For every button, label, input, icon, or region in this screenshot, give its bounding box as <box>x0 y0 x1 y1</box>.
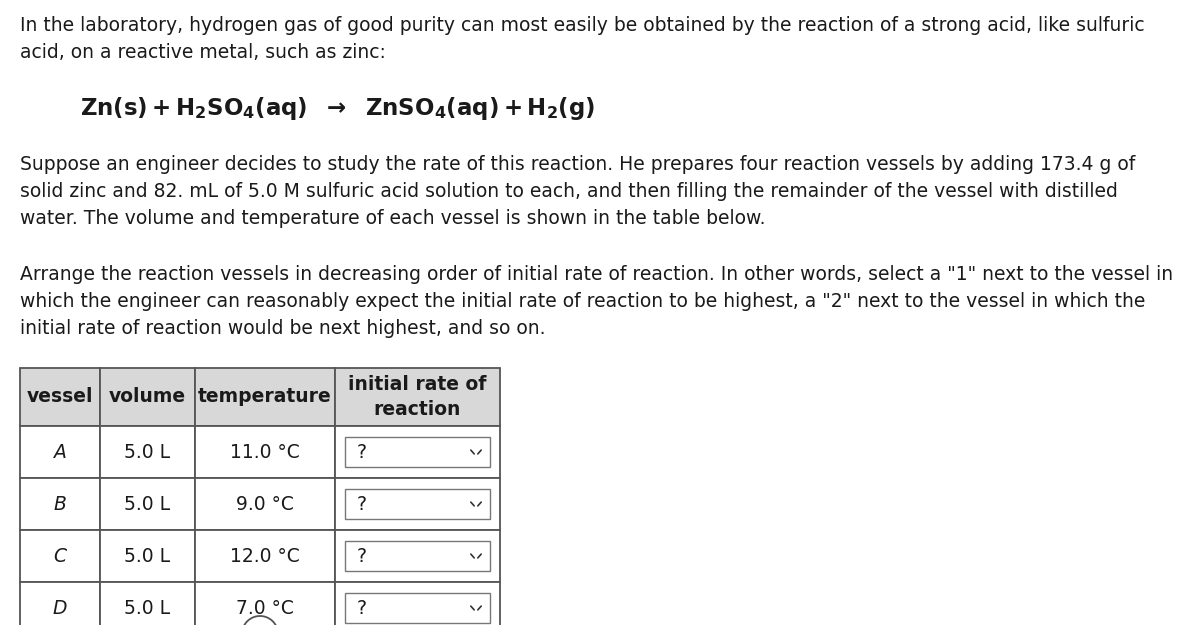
Text: Arrange the reaction vessels in decreasing order of initial rate of reaction. In: Arrange the reaction vessels in decreasi… <box>20 265 1174 339</box>
Bar <box>335 478 500 530</box>
Text: 9.0 °C: 9.0 °C <box>236 494 294 514</box>
Text: $\mathbf{Zn(s)+H_2SO_4(aq)\ \ \rightarrow\ \ ZnSO_4(aq)+H_2(g)}$: $\mathbf{Zn(s)+H_2SO_4(aq)\ \ \rightarro… <box>80 95 595 122</box>
Text: vessel: vessel <box>26 388 94 406</box>
Text: ?: ? <box>358 546 367 566</box>
Text: ?: ? <box>358 442 367 461</box>
Text: In the laboratory, hydrogen gas of good purity can most easily be obtained by th: In the laboratory, hydrogen gas of good … <box>20 16 1145 63</box>
Text: 7.0 °C: 7.0 °C <box>236 599 294 618</box>
Bar <box>346 489 490 519</box>
Bar <box>335 368 500 426</box>
Text: 5.0 L: 5.0 L <box>125 546 170 566</box>
Bar <box>346 593 490 623</box>
Bar <box>346 541 490 571</box>
Text: ?: ? <box>358 494 367 514</box>
Bar <box>335 426 500 478</box>
Bar <box>194 368 335 426</box>
Bar <box>335 530 500 582</box>
Bar <box>194 530 335 582</box>
Bar <box>194 426 335 478</box>
Text: B: B <box>54 494 66 514</box>
Bar <box>194 478 335 530</box>
Bar <box>100 368 194 426</box>
Text: 11.0 °C: 11.0 °C <box>230 442 300 461</box>
Bar <box>20 478 100 530</box>
Text: Suppose an engineer decides to study the rate of this reaction. He prepares four: Suppose an engineer decides to study the… <box>20 155 1135 229</box>
Text: volume: volume <box>109 388 186 406</box>
Bar <box>100 478 194 530</box>
Bar <box>100 530 194 582</box>
Text: 5.0 L: 5.0 L <box>125 494 170 514</box>
Bar <box>20 368 100 426</box>
Text: C: C <box>54 546 66 566</box>
Bar <box>100 426 194 478</box>
Bar <box>335 582 500 625</box>
Text: ?: ? <box>358 599 367 618</box>
Text: A: A <box>54 442 66 461</box>
Bar <box>20 426 100 478</box>
Text: 5.0 L: 5.0 L <box>125 442 170 461</box>
Text: initial rate of
reaction: initial rate of reaction <box>348 376 487 419</box>
Text: temperature: temperature <box>198 388 332 406</box>
Bar <box>20 530 100 582</box>
Text: D: D <box>53 599 67 618</box>
Bar <box>346 437 490 467</box>
Text: 12.0 °C: 12.0 °C <box>230 546 300 566</box>
Text: 5.0 L: 5.0 L <box>125 599 170 618</box>
Bar <box>100 582 194 625</box>
Bar <box>20 582 100 625</box>
Bar <box>194 582 335 625</box>
